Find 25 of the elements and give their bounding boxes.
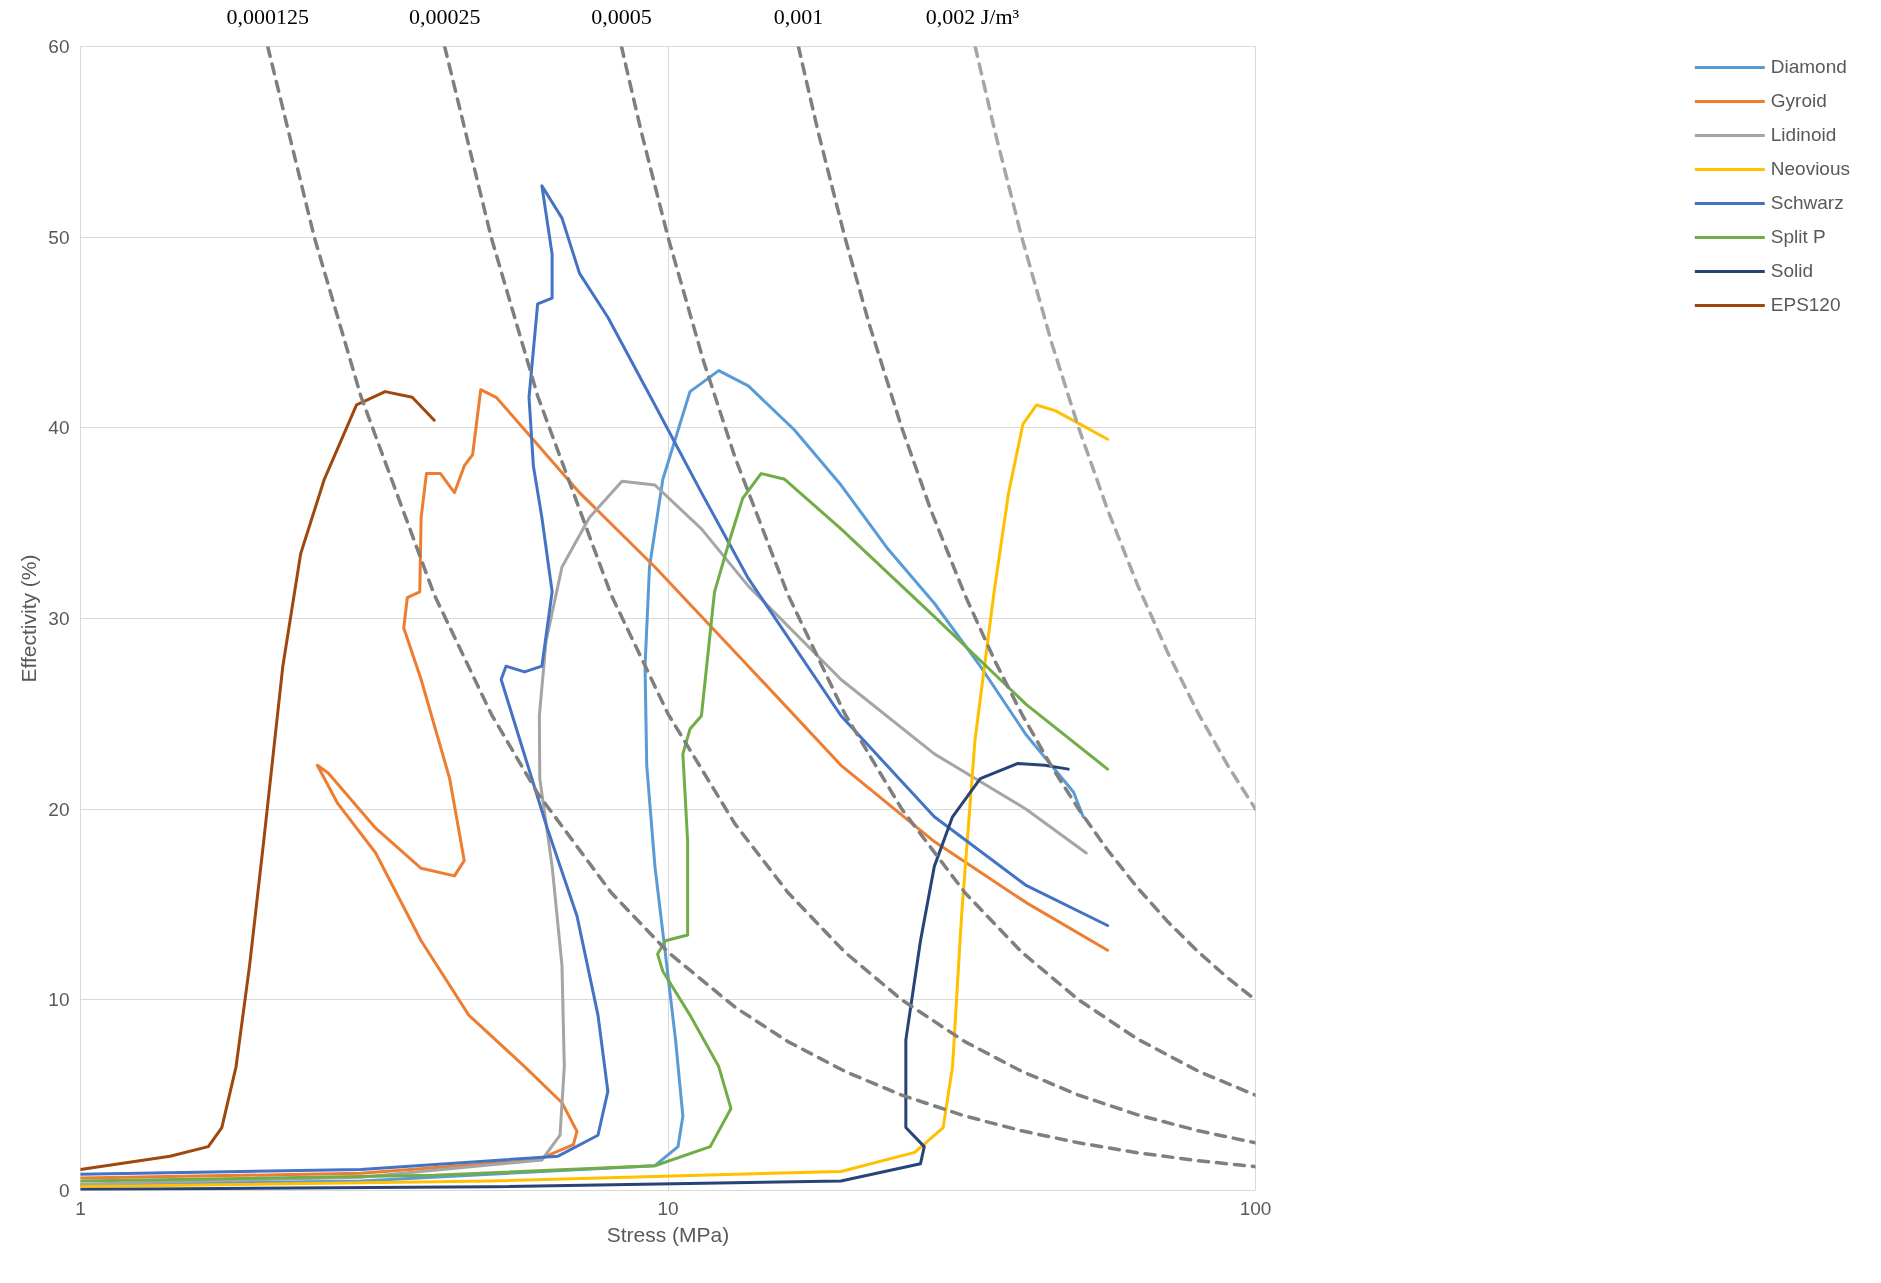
y-tick-label: 0: [58, 1180, 70, 1201]
legend-label: EPS120: [1770, 294, 1841, 316]
annotation: 0,00025: [408, 3, 481, 29]
annotation: 0,002 J/m³: [925, 3, 1020, 29]
y-tick-label: 60: [48, 36, 70, 57]
legend-label: Solid: [1770, 260, 1814, 282]
y-tick-label: 20: [48, 798, 70, 820]
legend-label: Lidinoid: [1770, 124, 1837, 146]
x-tick-label: 100: [1239, 1197, 1272, 1219]
x-axis-title: Stress (MPa): [606, 1222, 730, 1246]
legend-label: Diamond: [1770, 56, 1847, 78]
legend-label: Split P: [1770, 226, 1826, 248]
y-axis-title: Effectivity (%): [17, 554, 41, 683]
y-tick-label: 30: [48, 608, 70, 629]
legend-label: Neovious: [1770, 158, 1850, 180]
legend-label: Schwarz: [1770, 192, 1844, 214]
annotation: 0,001: [773, 3, 824, 29]
x-tick-label: 1: [75, 1197, 86, 1219]
y-tick-label: 40: [48, 417, 70, 439]
y-tick-label: 10: [48, 989, 70, 1011]
x-tick-label: 10: [657, 1197, 679, 1219]
y-tick-label: 50: [48, 226, 70, 248]
annotation: 0,0005: [591, 3, 652, 29]
legend-label: Gyroid: [1770, 90, 1827, 112]
annotation: 0,000125: [226, 3, 309, 29]
